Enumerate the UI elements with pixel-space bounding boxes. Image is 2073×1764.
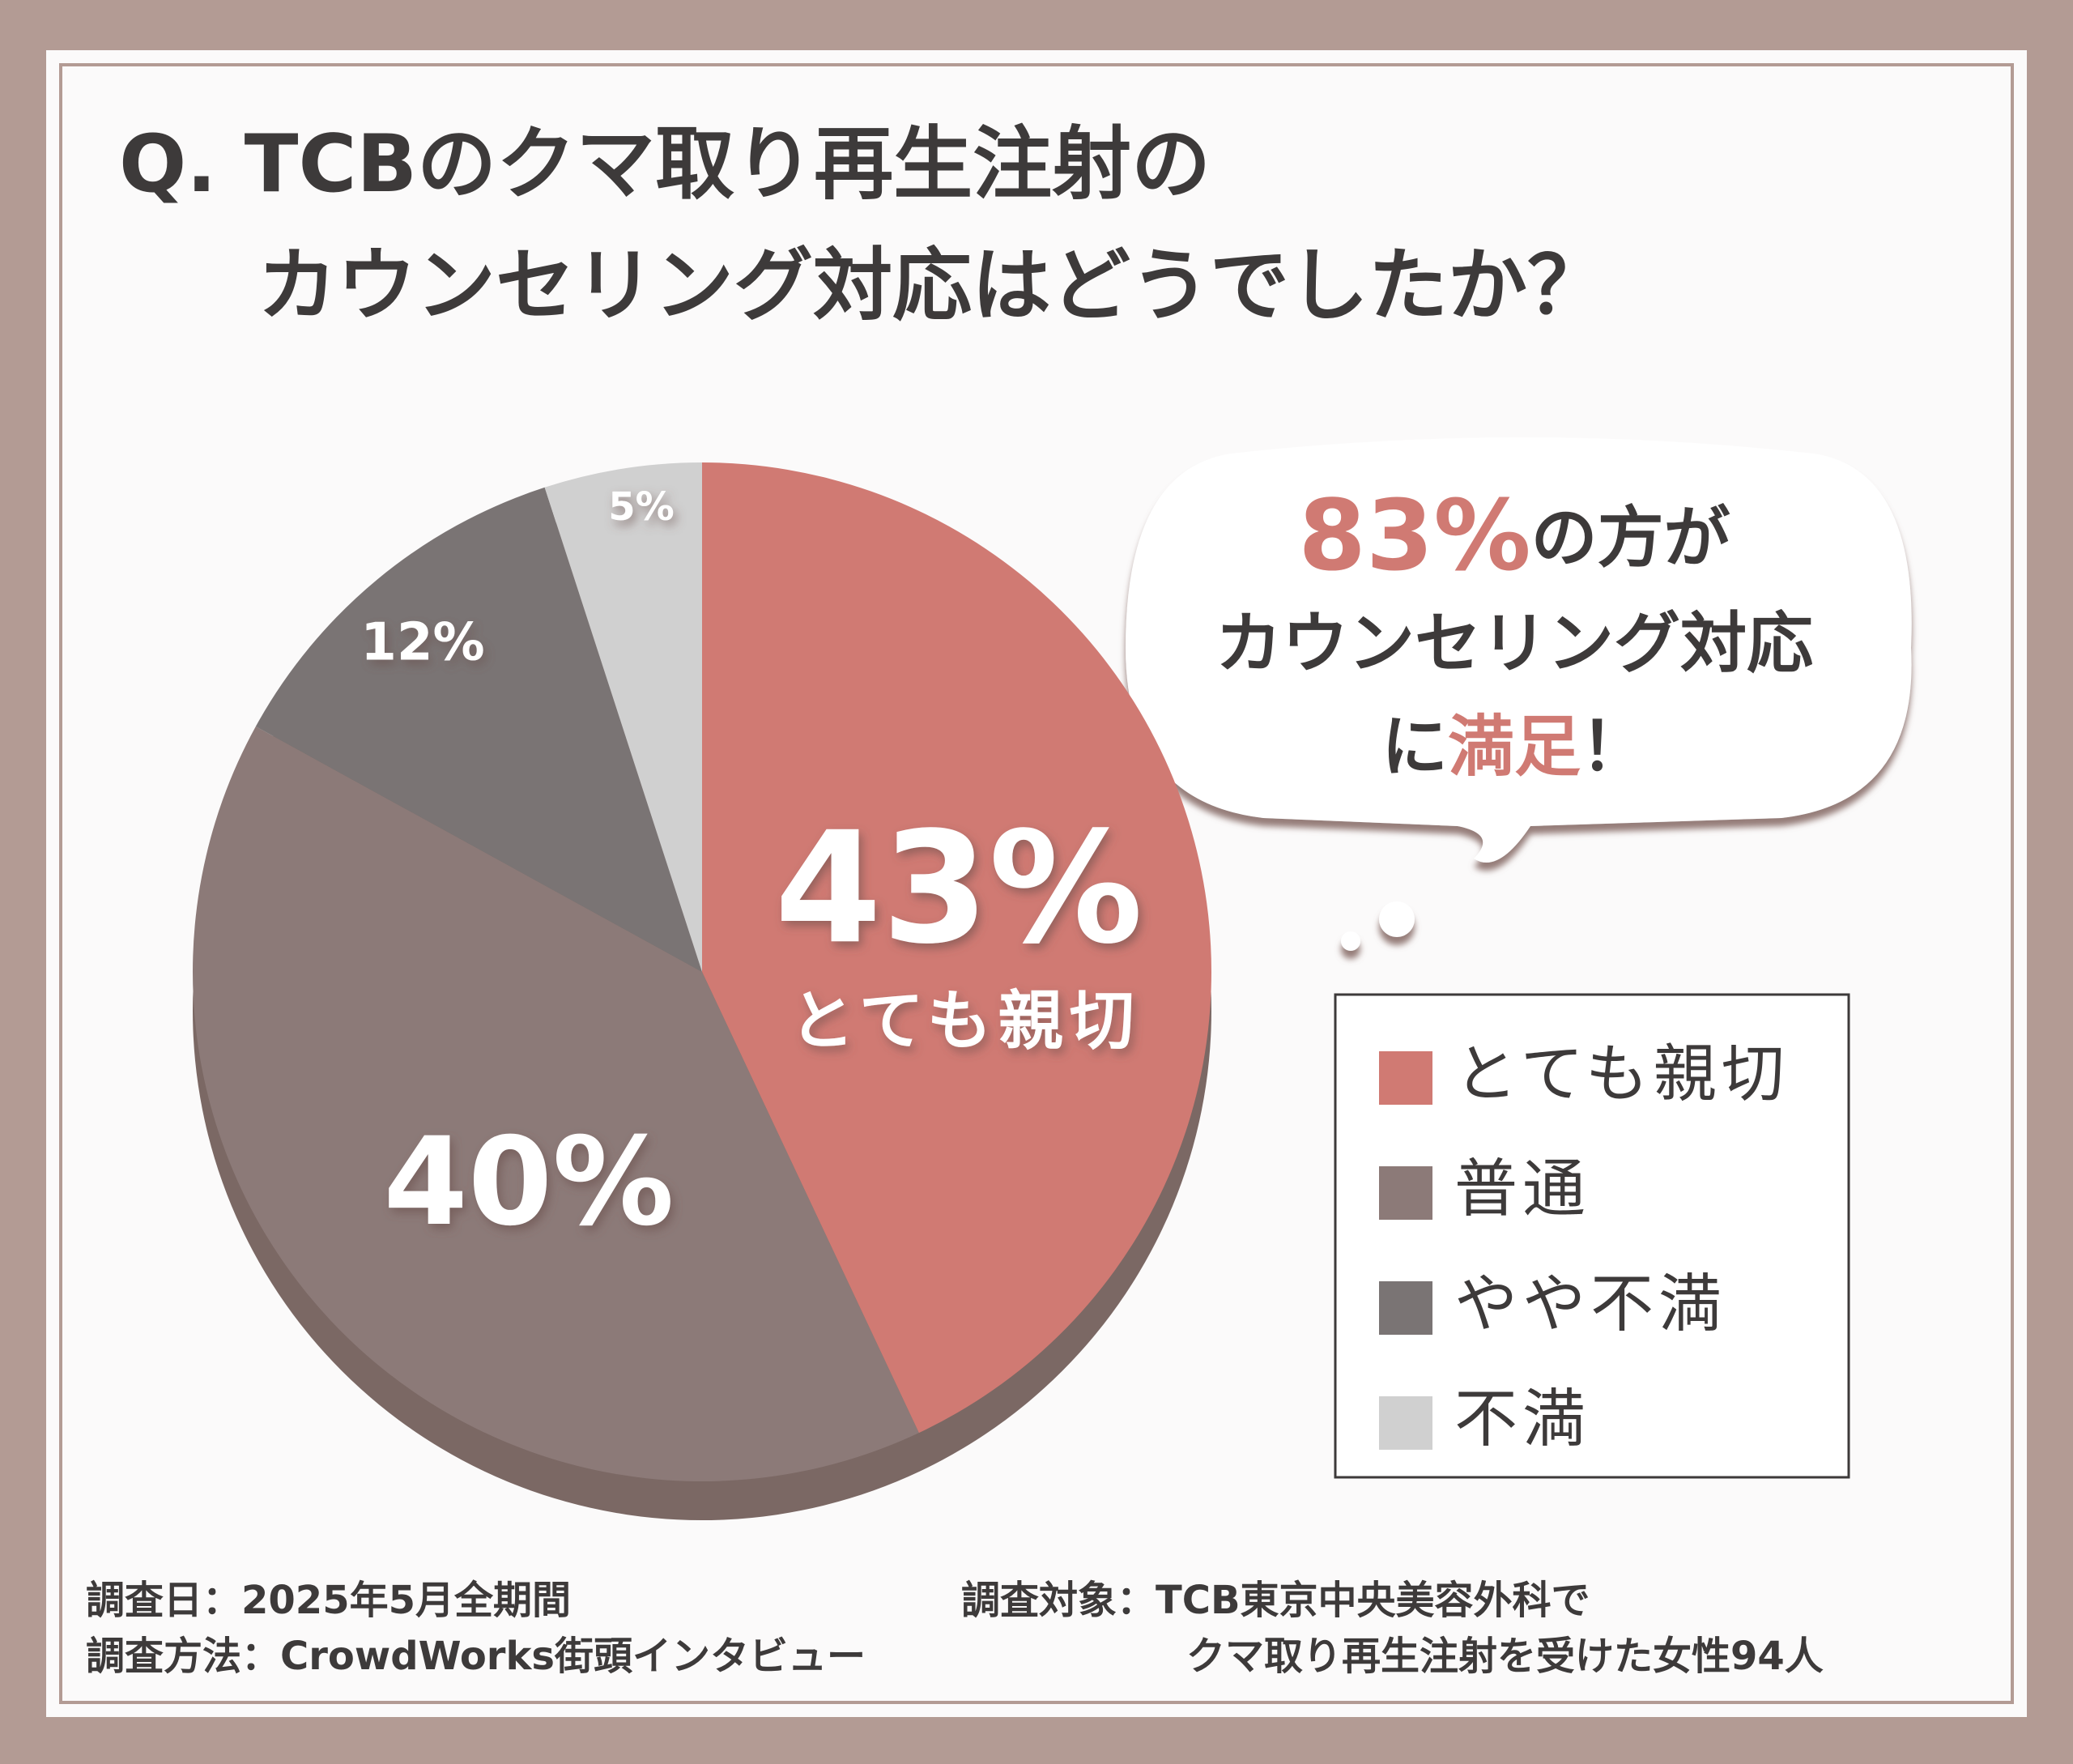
callout-text: ！ — [1581, 709, 1647, 786]
legend-swatch — [1379, 1166, 1432, 1220]
slice-label: 40% — [383, 1112, 674, 1253]
slice-category-label: とても親切 — [790, 983, 1141, 1059]
pie-slice — [192, 726, 919, 1482]
footer-text: クマ取り再生注射を受けた女性94人 — [1186, 1634, 1824, 1679]
slice-label: 5% — [608, 484, 675, 530]
title-line: カウンセリング対応はどうでしたか？ — [258, 240, 1607, 332]
footer-text: 調査日：2025年5月全期間 — [86, 1578, 571, 1623]
legend-swatch — [1379, 1396, 1432, 1450]
legend-swatch — [1379, 1281, 1432, 1335]
title-line: Q. TCBのクマ取り再生注射の — [119, 118, 1211, 211]
legend-label: 不満 — [1454, 1383, 1590, 1455]
callout-text: の方が — [1531, 500, 1730, 577]
callout-bubble — [1126, 437, 1912, 951]
callout-text: に — [1381, 709, 1448, 786]
callout-line: 83%の方が — [1298, 480, 1730, 593]
legend-swatch — [1379, 1051, 1432, 1105]
callout-line: に満足！ — [1381, 709, 1647, 786]
callout-highlight: 満足 — [1448, 709, 1581, 786]
pie — [192, 462, 1212, 1520]
legend-label: 普通 — [1454, 1153, 1590, 1225]
footer-text: 調査対象：TCB東京中央美容外科で — [961, 1578, 1590, 1623]
pie-slice — [255, 487, 702, 972]
legend-label: やや不満 — [1454, 1268, 1726, 1340]
callout-line: カウンセリング対応 — [1215, 605, 1813, 682]
legend-label: とても親切 — [1454, 1038, 1790, 1110]
inner-border — [59, 63, 2014, 1704]
pie-slice — [544, 462, 702, 972]
footer-text: 調査方法：CrowdWorks街頭インタビュー — [86, 1634, 866, 1679]
callout-highlight: 83% — [1298, 480, 1530, 593]
slice-label: 12% — [360, 613, 484, 673]
pie-slice — [702, 462, 1212, 1434]
slice-label: 43% — [775, 799, 1143, 978]
